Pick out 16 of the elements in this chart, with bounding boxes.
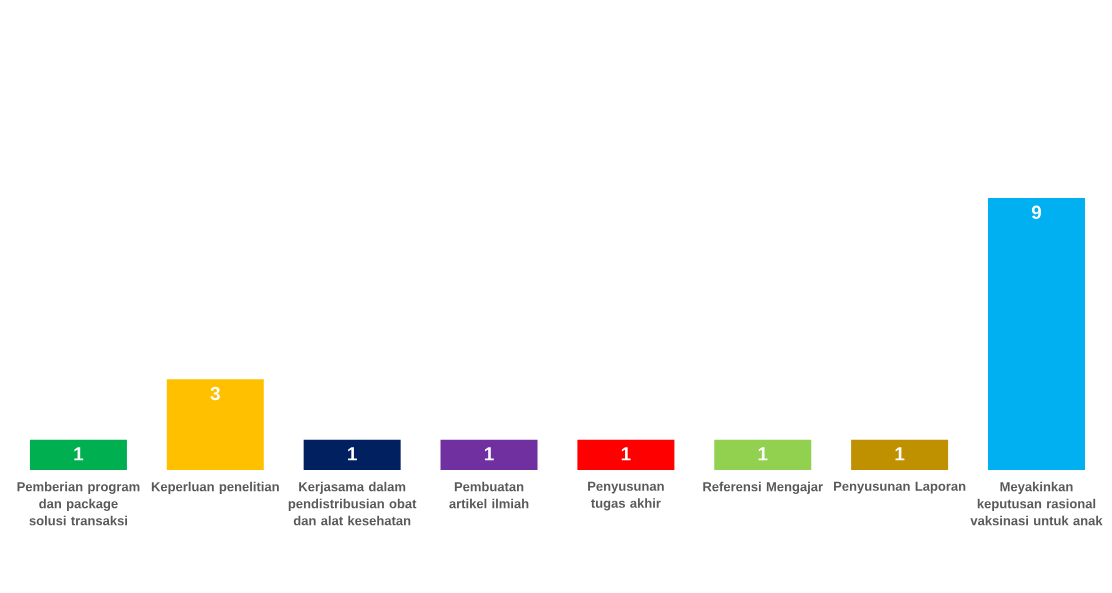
x-tick-label: Keperluan penelitian	[151, 481, 279, 494]
x-tick-label: Pembuatan artikel ilmiah	[449, 481, 529, 509]
x-tick-label: Penyusunan tugas akhir	[588, 481, 664, 511]
x-tick-label: Kerjasama dalam pendistribusian obat dan alat kesehatan	[288, 481, 417, 526]
x-tick-label: Penyusunan Laporan	[834, 481, 966, 494]
data-label: 1	[758, 447, 768, 461]
data-label: 1	[621, 447, 631, 461]
data-label: 9	[1031, 205, 1042, 219]
data-label: 1	[74, 447, 84, 461]
data-label: 1	[348, 447, 357, 461]
data-label: 1	[484, 447, 494, 461]
data-label: 3	[210, 386, 220, 401]
x-tick-label: Referensi Mengajar	[703, 481, 823, 494]
x-tick-label: Meyakinkan keputusan rasional vaksinasi untuk anak	[970, 481, 1103, 526]
data-label: 1	[895, 447, 905, 461]
x-tick-label: Pemberian program dan package solusi transaksi	[17, 481, 140, 526]
